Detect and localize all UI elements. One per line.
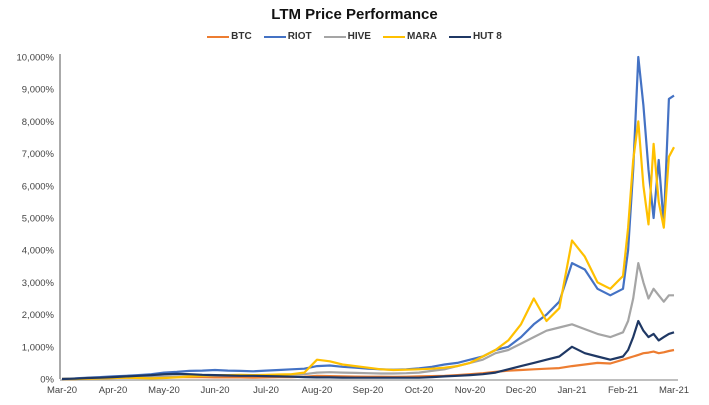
x-tick-label: Feb-21 xyxy=(608,385,638,396)
x-tick-label: Mar-21 xyxy=(659,385,689,396)
y-tick-label: 3,000% xyxy=(22,278,55,289)
chart-title: LTM Price Performance xyxy=(271,6,438,23)
x-tick-label: Jan-21 xyxy=(557,385,586,396)
legend-item-hive: HIVE xyxy=(323,31,371,42)
series-line-riot xyxy=(61,55,675,381)
legend-label: MARA xyxy=(406,31,437,42)
legend: BTC RIOT HIVE MARA HUT 8 xyxy=(0,31,709,42)
y-tick-label: 10,000% xyxy=(16,53,54,64)
legend-label: HUT 8 xyxy=(472,31,502,42)
legend-swatch xyxy=(263,35,286,38)
y-axis-ticks: 0% 1,000% 2,000% 3,000% 4,000% 5,000% 6,000% 7,… xyxy=(16,53,54,386)
y-tick-label: 1,000% xyxy=(22,342,55,353)
legend-label: HIVE xyxy=(347,31,371,42)
y-tick-label: 2,000% xyxy=(22,310,55,321)
legend-item-btc: BTC xyxy=(207,31,252,42)
y-tick-label: 9,000% xyxy=(22,85,55,96)
y-tick-label: 7,000% xyxy=(22,149,55,160)
y-tick-label: 5,000% xyxy=(22,214,55,225)
series-lines xyxy=(61,55,675,381)
legend-swatch xyxy=(323,35,346,38)
x-tick-label: May-20 xyxy=(148,385,180,396)
x-tick-label: Sep-20 xyxy=(353,385,384,396)
legend-swatch xyxy=(448,35,471,38)
x-tick-label: Dec-20 xyxy=(506,385,537,396)
series-line-hut-8 xyxy=(61,319,675,381)
x-tick-label: Jun-20 xyxy=(200,385,229,396)
legend-item-mara: MARA xyxy=(382,31,437,42)
series-line-hive xyxy=(61,262,674,381)
x-tick-label: Oct-20 xyxy=(405,385,434,396)
x-tick-label: Nov-20 xyxy=(455,385,486,396)
legend-swatch xyxy=(207,35,230,38)
legend-item-hut-8: HUT 8 xyxy=(448,31,502,42)
x-tick-label: Apr-20 xyxy=(99,385,128,396)
x-tick-label: Aug-20 xyxy=(302,385,333,396)
x-tick-label: Jul-20 xyxy=(253,385,279,396)
x-tick-label: Mar-20 xyxy=(47,385,77,396)
y-tick-label: 0% xyxy=(40,375,54,386)
legend-label: RIOT xyxy=(287,31,312,42)
legend-item-riot: RIOT xyxy=(263,31,312,42)
legend-swatch xyxy=(382,35,405,38)
y-tick-label: 8,000% xyxy=(22,117,55,128)
y-tick-label: 6,000% xyxy=(22,181,55,192)
series-line-mara xyxy=(62,120,675,381)
x-axis-ticks: Mar-20 Apr-20 May-20 Jun-20 Jul-20 Aug-20 Sep-… xyxy=(47,385,689,396)
y-tick-label: 4,000% xyxy=(22,246,55,257)
legend-label: BTC xyxy=(231,31,252,42)
